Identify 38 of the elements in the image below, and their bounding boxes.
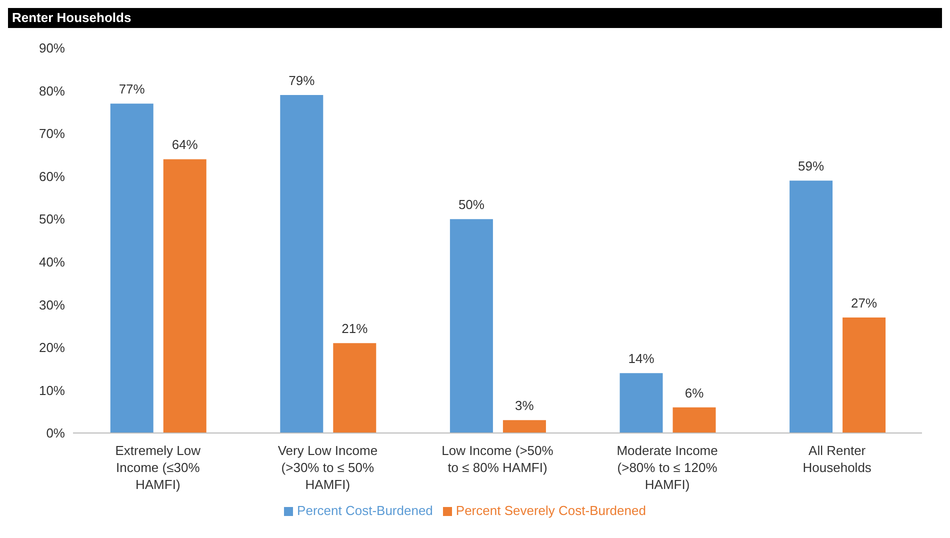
bar: [620, 373, 663, 433]
x-tick-label: Moderate Income (>80% to ≤ 120% HAMFI): [616, 443, 718, 492]
bar: [163, 159, 206, 433]
y-tick-label: 30%: [38, 297, 66, 312]
bar: [842, 318, 886, 433]
x-tick-label: Extremely Low Income (≤30% HAMFI): [115, 443, 202, 492]
data-label: 77%: [118, 82, 146, 97]
bar: [672, 407, 716, 433]
data-label: 21%: [342, 321, 368, 336]
y-tick-label: 10%: [38, 382, 66, 398]
bar: [333, 343, 376, 433]
data-label: 27%: [851, 296, 878, 310]
bar: [450, 219, 493, 433]
y-tick-label: 40%: [38, 254, 66, 270]
x-tick-label: Very Low Income (>30% to ≤ 50% HAMFI): [278, 443, 378, 492]
data-label: 6%: [684, 385, 704, 400]
bar: [110, 104, 154, 433]
data-label: 14%: [628, 351, 655, 366]
data-label: 79%: [288, 73, 316, 88]
data-label: 59%: [798, 158, 824, 174]
y-tick-label: 0%: [46, 426, 66, 441]
chart-title: Renter Households: [8, 8, 942, 28]
x-tick-label: Low Income (>50% to ≤ 80% HAMFI): [442, 443, 554, 475]
y-tick-label: 50%: [38, 212, 66, 227]
legend-label: Percent Severely Cost-Burdened: [456, 503, 646, 518]
y-tick-label: 60%: [38, 168, 66, 184]
bar: [502, 420, 546, 433]
y-tick-label: 80%: [38, 83, 66, 98]
y-tick-label: 90%: [38, 40, 66, 56]
bar: [790, 180, 833, 433]
legend-label: Percent Cost-Burdened: [297, 503, 433, 518]
x-tick-label: All Renter Households: [802, 443, 872, 475]
data-label: 3%: [515, 398, 534, 414]
y-tick-label: 20%: [38, 340, 66, 356]
data-label: 50%: [458, 197, 485, 212]
y-tick-label: 70%: [38, 126, 66, 142]
bar: [280, 95, 324, 433]
data-label: 64%: [172, 137, 198, 152]
